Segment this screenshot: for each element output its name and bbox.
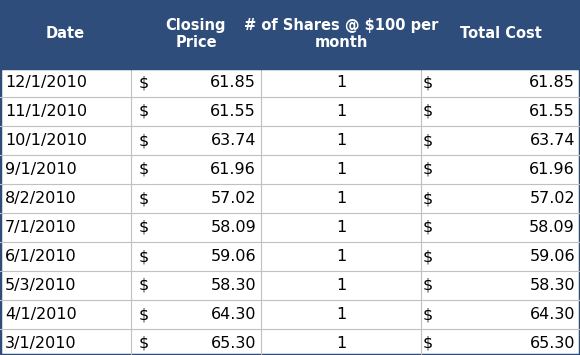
Text: 9/1/2010: 9/1/2010	[5, 162, 77, 177]
Bar	[0, 184, 580, 213]
Bar	[0, 242, 580, 271]
Text: $: $	[423, 249, 433, 264]
Text: 64.30: 64.30	[211, 307, 256, 322]
Text: 58.30: 58.30	[530, 278, 575, 293]
Text: $: $	[423, 104, 433, 119]
Text: 1: 1	[336, 249, 346, 264]
Text: 61.96: 61.96	[210, 162, 256, 177]
Text: $: $	[139, 278, 149, 293]
Text: 5/3/2010: 5/3/2010	[5, 278, 77, 293]
Text: 61.55: 61.55	[210, 104, 256, 119]
Bar	[0, 271, 580, 300]
Text: $: $	[423, 307, 433, 322]
Text: 6/1/2010: 6/1/2010	[5, 249, 77, 264]
Text: 57.02: 57.02	[530, 191, 575, 206]
Text: 59.06: 59.06	[211, 249, 256, 264]
Text: 63.74: 63.74	[530, 133, 575, 148]
Text: 61.55: 61.55	[529, 104, 575, 119]
Text: 4/1/2010: 4/1/2010	[5, 307, 77, 322]
Text: # of Shares @ $100 per
month: # of Shares @ $100 per month	[244, 18, 438, 50]
Text: $: $	[423, 75, 433, 90]
Text: 1: 1	[336, 220, 346, 235]
Bar	[0, 213, 580, 242]
Text: 1: 1	[336, 133, 346, 148]
Bar	[0, 126, 580, 155]
Bar	[0, 97, 580, 126]
Text: 11/1/2010: 11/1/2010	[5, 104, 87, 119]
Text: $: $	[423, 162, 433, 177]
Text: 1: 1	[336, 191, 346, 206]
Text: Total Cost: Total Cost	[459, 27, 542, 42]
Text: 58.09: 58.09	[529, 220, 575, 235]
Text: 7/1/2010: 7/1/2010	[5, 220, 77, 235]
Text: $: $	[139, 104, 149, 119]
Text: $: $	[139, 162, 149, 177]
Text: 1: 1	[336, 104, 346, 119]
Text: 10/1/2010: 10/1/2010	[5, 133, 87, 148]
Text: 58.09: 58.09	[210, 220, 256, 235]
Text: 58.30: 58.30	[211, 278, 256, 293]
Text: 65.30: 65.30	[211, 336, 256, 351]
Text: 8/2/2010: 8/2/2010	[5, 191, 77, 206]
Text: 1: 1	[336, 75, 346, 90]
Text: $: $	[139, 336, 149, 351]
Text: $: $	[139, 307, 149, 322]
Text: 12/1/2010: 12/1/2010	[5, 75, 87, 90]
Text: 57.02: 57.02	[211, 191, 256, 206]
Text: 63.74: 63.74	[211, 133, 256, 148]
Text: 1: 1	[336, 162, 346, 177]
Text: 1: 1	[336, 307, 346, 322]
Text: 59.06: 59.06	[530, 249, 575, 264]
Text: $: $	[139, 249, 149, 264]
Text: $: $	[423, 336, 433, 351]
Bar	[0, 155, 580, 184]
Text: 1: 1	[336, 278, 346, 293]
Text: $: $	[423, 220, 433, 235]
Text: 61.85: 61.85	[210, 75, 256, 90]
Text: $: $	[139, 133, 149, 148]
Text: $: $	[423, 133, 433, 148]
Text: 1: 1	[336, 336, 346, 351]
Bar	[0, 0, 580, 68]
Text: Closing
Price: Closing Price	[166, 18, 226, 50]
Text: 64.30: 64.30	[530, 307, 575, 322]
Text: 65.30: 65.30	[530, 336, 575, 351]
Text: $: $	[423, 191, 433, 206]
Text: $: $	[139, 191, 149, 206]
Text: $: $	[139, 220, 149, 235]
Bar	[0, 300, 580, 329]
Text: $: $	[423, 278, 433, 293]
Bar	[0, 329, 580, 355]
Text: 61.96: 61.96	[529, 162, 575, 177]
Text: 3/1/2010: 3/1/2010	[5, 336, 77, 351]
Bar	[0, 68, 580, 97]
Text: 61.85: 61.85	[529, 75, 575, 90]
Text: $: $	[139, 75, 149, 90]
Text: Date: Date	[46, 27, 85, 42]
